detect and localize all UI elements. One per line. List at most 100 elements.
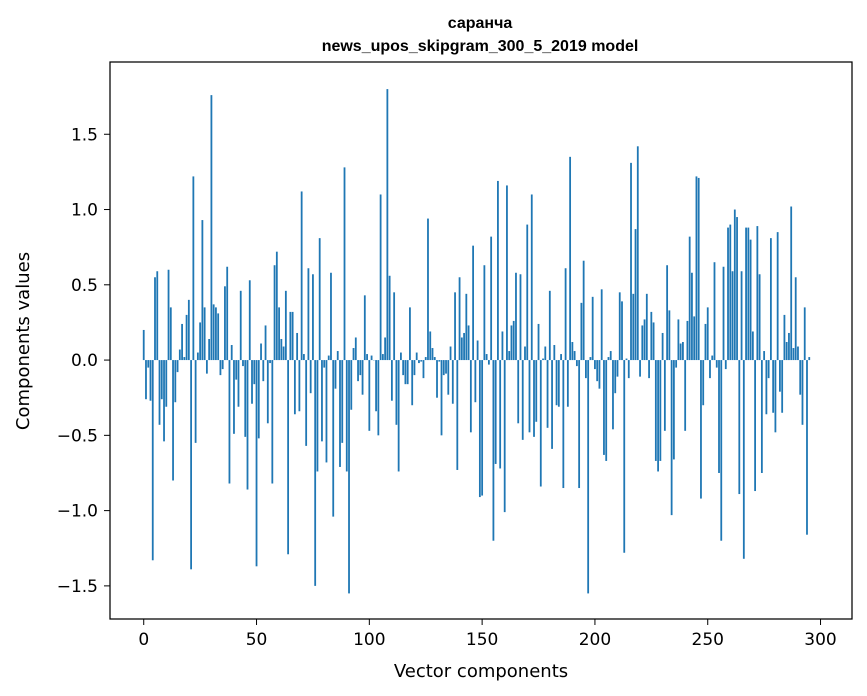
bar-21 [190, 360, 192, 570]
bar-182 [553, 345, 556, 361]
bar-257 [722, 266, 725, 361]
bar-94 [354, 337, 357, 361]
bar-121 [415, 352, 418, 361]
bar-10 [165, 360, 168, 407]
bar-54 [264, 325, 267, 361]
bar-254 [715, 360, 718, 368]
bar-232 [666, 265, 669, 361]
bar-180 [548, 290, 551, 361]
bar-264 [738, 360, 741, 495]
bar-133 [442, 360, 445, 376]
bar-160 [503, 360, 506, 513]
bar-67 [293, 360, 296, 415]
bar-29 [208, 338, 211, 361]
bar-56 [269, 360, 271, 364]
bar-104 [377, 360, 380, 436]
x-tick-label-200: 200 [579, 630, 611, 650]
bar-176 [539, 360, 542, 487]
bar-278 [769, 238, 772, 361]
bar-207 [609, 351, 612, 361]
bar-277 [767, 360, 770, 379]
bar-59 [275, 251, 278, 361]
bar-260 [729, 224, 732, 361]
bar-150 [481, 360, 484, 496]
bar-70 [300, 191, 303, 361]
bar-33 [217, 313, 220, 361]
bar-230 [661, 332, 664, 361]
bar-280 [774, 360, 777, 433]
y-tick-label-1: −1.0 [57, 502, 98, 522]
bar-77 [316, 360, 319, 472]
bar-62 [282, 346, 285, 361]
bar-96 [359, 360, 362, 376]
bar-190 [571, 342, 574, 361]
bar-105 [379, 194, 382, 361]
bar-111 [393, 292, 396, 361]
bar-20 [187, 299, 190, 361]
bar-199 [591, 296, 594, 361]
bar-31 [212, 304, 215, 361]
bar-11 [167, 269, 170, 361]
bar-136 [449, 346, 452, 361]
bar-209 [614, 360, 617, 394]
bar-261 [731, 271, 734, 361]
bar-66 [291, 311, 294, 361]
bar-78 [318, 238, 321, 361]
bar-213 [623, 360, 626, 553]
bar-270 [751, 331, 754, 361]
bar-1 [145, 360, 147, 400]
y-tick-label-2: −0.5 [57, 426, 98, 446]
bar-269 [749, 239, 752, 361]
bar-142 [463, 332, 465, 361]
bar-234 [670, 360, 673, 516]
bar-284 [783, 314, 786, 361]
bar-241 [686, 320, 689, 361]
bar-294 [806, 360, 808, 535]
x-tick-label-50: 50 [246, 630, 268, 650]
bar-224 [648, 360, 650, 379]
bar-208 [612, 360, 614, 430]
bar-212 [621, 301, 623, 361]
bar-112 [395, 360, 398, 425]
bar-43 [239, 290, 242, 361]
bar-266 [742, 360, 745, 559]
bar-165 [515, 272, 517, 361]
bar-128 [431, 348, 434, 361]
bar-204 [603, 360, 605, 455]
bar-116 [404, 360, 407, 385]
bar-205 [605, 360, 608, 461]
bar-195 [582, 260, 585, 361]
bar-248 [702, 360, 705, 406]
bar-100 [368, 360, 371, 431]
bar-143 [465, 293, 468, 361]
bar-227 [654, 360, 657, 461]
bar-126 [427, 218, 429, 361]
y-axis-ticks: −1.5 −1.0 −0.5 0.0 0.5 1.0 1.5 [57, 125, 110, 597]
bar-223 [645, 293, 648, 361]
x-tick-label-100: 100 [353, 630, 385, 650]
bar-19 [185, 314, 188, 361]
bar-238 [679, 343, 682, 361]
bar-152 [485, 354, 488, 361]
bar-156 [494, 360, 497, 464]
bar-132 [440, 360, 443, 436]
bar-108 [386, 89, 389, 361]
bar-127 [429, 331, 432, 361]
y-tick-label-0: −1.5 [57, 577, 98, 597]
bar-3 [149, 360, 152, 401]
bar-162 [508, 351, 511, 361]
bar-113 [397, 360, 400, 472]
bar-198 [589, 357, 592, 361]
bar-202 [598, 360, 601, 389]
bar-233 [668, 310, 671, 361]
bar-271 [754, 360, 756, 492]
bar-237 [677, 319, 680, 361]
y-tick-label-6: 1.5 [71, 125, 98, 145]
bar-272 [756, 226, 759, 361]
bar-74 [309, 360, 312, 394]
bar-168 [521, 360, 524, 440]
bar-25 [199, 322, 202, 361]
bar-73 [307, 268, 310, 361]
bar-65 [289, 311, 292, 361]
bar-146 [472, 245, 474, 361]
